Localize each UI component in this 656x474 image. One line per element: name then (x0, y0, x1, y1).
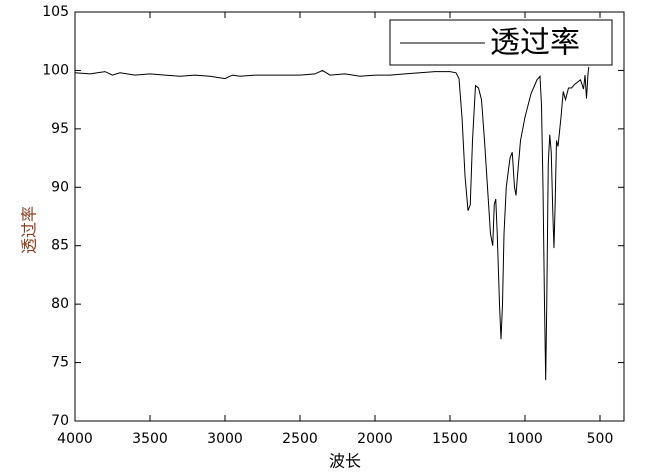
x-tick-label: 500 (587, 431, 614, 447)
y-axis-title: 透过率 (20, 206, 39, 254)
x-tick-label: 4000 (57, 431, 93, 447)
plot-frame (74, 11, 625, 422)
y-tick-label: 90 (51, 179, 69, 195)
x-tick-label: 3500 (132, 431, 168, 447)
x-tick-label: 2500 (282, 431, 318, 447)
spectrum-line (74, 66, 590, 381)
y-tick-label: 85 (51, 238, 69, 254)
y-tick-label: 75 (51, 355, 69, 371)
y-tick-label: 100 (42, 62, 69, 78)
y-tick-label: 70 (51, 413, 69, 429)
x-tick-label: 2000 (357, 431, 393, 447)
x-tick-label: 1500 (432, 431, 468, 447)
y-tick-label: 105 (42, 4, 69, 20)
legend-label: 透过率 (490, 26, 580, 61)
x-tick-label: 1000 (507, 431, 543, 447)
x-axis-title: 波长 (329, 452, 361, 471)
y-tick-label: 95 (51, 121, 69, 137)
x-tick-label: 3000 (207, 431, 243, 447)
y-tick-label: 80 (51, 296, 69, 312)
